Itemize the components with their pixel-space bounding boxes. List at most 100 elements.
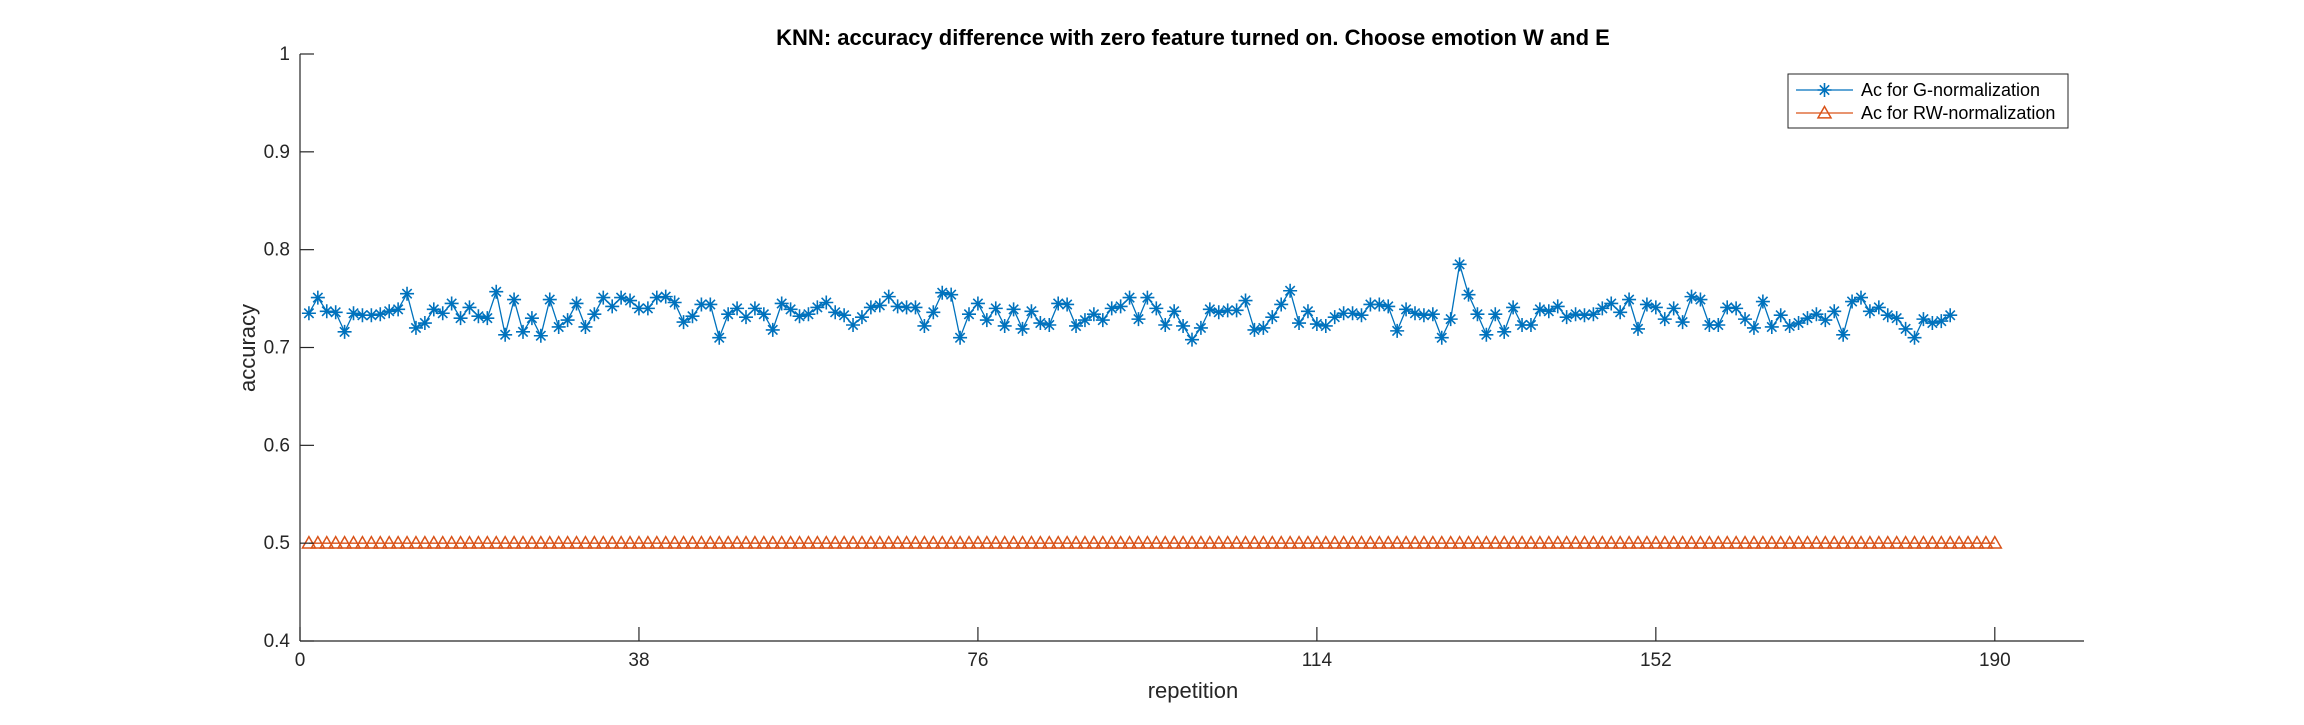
data-point: [453, 311, 468, 326]
data-point: [1532, 535, 1548, 549]
x-axis-label: repetition: [1148, 678, 1239, 703]
data-point: [1309, 535, 1325, 549]
data-point: [1326, 535, 1343, 549]
data-point: [1042, 317, 1057, 332]
data-point: [623, 293, 638, 308]
data-point: [810, 300, 825, 315]
data-point: [1086, 307, 1101, 322]
data-point: [1095, 535, 1111, 549]
data-point: [337, 324, 352, 339]
data-point: [1692, 535, 1709, 549]
data-point: [578, 319, 593, 334]
data-point: [739, 310, 753, 325]
data-point: [792, 309, 807, 324]
data-point: [1237, 535, 1254, 549]
data-point: [1354, 308, 1369, 323]
x-tick-label: 38: [628, 650, 649, 671]
data-point: [1202, 535, 1218, 549]
data-point: [417, 316, 432, 331]
data-point: [1568, 307, 1583, 322]
data-point: [346, 306, 361, 321]
data-point: [1256, 320, 1271, 335]
data-point: [676, 315, 691, 330]
data-point: [471, 309, 486, 324]
data-point: [1674, 535, 1691, 549]
data-point: [872, 535, 888, 549]
data-point: [1442, 535, 1459, 549]
data-point: [1193, 320, 1208, 335]
data-point: [1728, 535, 1744, 549]
data-point: [1309, 317, 1324, 332]
data-point: [1853, 535, 1869, 549]
data-point: [1515, 317, 1530, 332]
data-point: [1684, 289, 1699, 304]
data-point: [382, 304, 397, 319]
data-point: [791, 535, 808, 549]
data-point: [1148, 535, 1165, 549]
data-point: [1184, 535, 1200, 549]
data-point: [1835, 535, 1851, 549]
data-point: [1701, 535, 1718, 549]
data-point: [1702, 317, 1717, 332]
x-tick-label: 0: [295, 650, 306, 671]
data-point: [1398, 535, 1414, 549]
data-point: [1585, 535, 1602, 549]
data-point: [1675, 315, 1690, 330]
data-point: [1255, 535, 1272, 549]
data-point: [1781, 535, 1798, 549]
data-point: [1729, 301, 1744, 316]
data-point: [801, 307, 816, 322]
data-point: [1880, 308, 1895, 323]
data-point: [756, 307, 771, 322]
data-point: [1889, 311, 1904, 326]
legend-marker: [1816, 104, 1833, 119]
data-point: [702, 535, 719, 549]
data-point: [1362, 535, 1379, 549]
data-point: [1488, 307, 1503, 322]
data-point: [819, 295, 834, 310]
data-point: [1603, 535, 1620, 549]
data-point: [1960, 535, 1976, 549]
data-point: [1336, 306, 1351, 321]
data-point: [614, 290, 629, 305]
data-point: [863, 535, 879, 549]
data-point: [426, 302, 441, 317]
data-point: [1924, 535, 1941, 549]
data-point: [1318, 535, 1334, 549]
y-tick-label: 0.4: [264, 631, 291, 652]
data-point: [452, 535, 469, 549]
data-point: [1791, 316, 1806, 331]
data-point: [310, 290, 325, 305]
data-point: [987, 535, 1004, 549]
data-point: [605, 299, 620, 314]
data-point: [1460, 535, 1477, 549]
data-point: [1210, 535, 1227, 549]
data-point: [1051, 296, 1066, 311]
axis-ticks: 0 38 76 114 152 190 0.4 0.5 0.6 0.7 0.8 0.9 1: [264, 44, 2011, 671]
data-point: [1300, 304, 1315, 319]
data-point: [1380, 535, 1397, 549]
data-point: [400, 286, 415, 301]
data-point: [1541, 535, 1557, 549]
data-point: [1711, 317, 1726, 332]
data-point: [970, 296, 985, 311]
data-point: [1826, 535, 1843, 549]
data-point: [1024, 304, 1039, 319]
data-point: [1871, 300, 1886, 315]
data-point: [1247, 322, 1262, 337]
data-point: [952, 535, 968, 549]
data-point: [1782, 318, 1797, 333]
data-point: [1416, 535, 1432, 549]
data-point: [318, 535, 335, 549]
data-point: [1469, 535, 1486, 549]
data-point: [1390, 323, 1405, 338]
data-point: [1567, 535, 1584, 549]
data-point: [898, 535, 915, 549]
data-point: [622, 535, 638, 549]
data-point: [640, 535, 656, 549]
data-point: [1969, 535, 1985, 549]
data-point: [1710, 535, 1727, 549]
data-point: [1139, 535, 1156, 549]
data-point: [1487, 535, 1504, 549]
data-point: [917, 318, 932, 333]
